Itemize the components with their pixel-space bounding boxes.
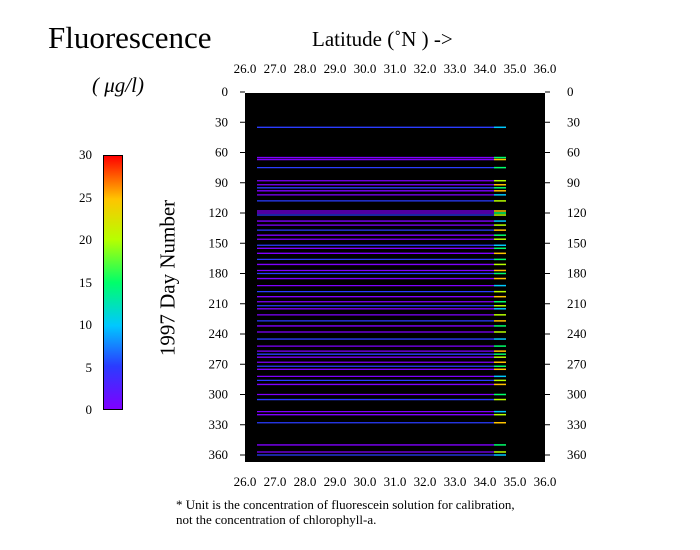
x-tick-label-bottom: 32.0 xyxy=(414,474,437,489)
y-tick-label-right: 0 xyxy=(567,84,574,99)
y-tick-label-right: 270 xyxy=(567,356,587,371)
y-tick-label-left: 90 xyxy=(215,175,228,190)
x-tick-label-bottom: 26.0 xyxy=(234,474,257,489)
x-tick-label-top: 35.0 xyxy=(504,61,527,76)
colorbar-tick-label: 0 xyxy=(85,402,93,417)
x-tick-label-top: 27.0 xyxy=(264,61,287,76)
y-tick-label-right: 150 xyxy=(567,235,587,250)
colorbar-tick-label: 5 xyxy=(85,359,93,375)
y-tick-label-left: 30 xyxy=(215,114,228,129)
y-tick-label-right: 360 xyxy=(567,447,587,462)
x-tick-label-top: 30.0 xyxy=(354,61,377,76)
y-tick-label-right: 90 xyxy=(567,175,580,190)
y-tick-label-left: 150 xyxy=(209,235,229,250)
unit-label: ( μg/l) xyxy=(92,73,144,97)
y-tick-label-left: 330 xyxy=(209,417,229,432)
x-tick-label-bottom: 36.0 xyxy=(534,474,557,489)
chart-title: Fluorescence xyxy=(48,20,212,55)
x-tick-label-top: 36.0 xyxy=(534,61,557,76)
x-tick-label-bottom: 31.0 xyxy=(384,474,407,489)
y-tick-label-left: 0 xyxy=(222,84,229,99)
y-tick-label-left: 120 xyxy=(209,205,229,220)
y-tick-label-left: 360 xyxy=(209,447,229,462)
footnote-line-1: * Unit is the concentration of fluoresce… xyxy=(176,497,515,512)
y-tick-label-left: 60 xyxy=(215,145,228,160)
footnote-line-2: not the concentration of chlorophyll-a. xyxy=(176,512,377,527)
y-tick-label-right: 330 xyxy=(567,417,587,432)
y-tick-label-right: 180 xyxy=(567,266,587,281)
x-tick-label-bottom: 27.0 xyxy=(264,474,287,489)
y-tick-label-left: 240 xyxy=(209,326,229,341)
x-tick-label-top: 33.0 xyxy=(444,61,467,76)
x-tick-label-bottom: 33.0 xyxy=(444,474,467,489)
x-tick-label-top: 29.0 xyxy=(324,61,347,76)
x-tick-label-bottom: 34.0 xyxy=(474,474,497,489)
x-tick-label-top: 32.0 xyxy=(414,61,437,76)
plot-area xyxy=(245,93,545,462)
x-tick-label-top: 34.0 xyxy=(474,61,497,76)
colorbar-tick-label: 15 xyxy=(79,274,92,290)
y-tick-label-left: 300 xyxy=(209,387,229,402)
colorbar xyxy=(103,155,123,410)
y-tick-label-left: 210 xyxy=(209,296,229,311)
y-tick-label-left: 270 xyxy=(209,356,229,371)
colorbar-tick-label: 30 xyxy=(79,147,92,162)
x-tick-label-top: 26.0 xyxy=(234,61,257,76)
y-tick-label-right: 300 xyxy=(567,387,587,402)
x-tick-label-bottom: 28.0 xyxy=(294,474,317,489)
y-tick-label-left: 180 xyxy=(209,266,229,281)
y-tick-label-right: 120 xyxy=(567,205,587,220)
colorbar-tick-label: 25 xyxy=(79,189,92,205)
y-tick-label-right: 60 xyxy=(567,145,580,160)
y-tick-label-right: 210 xyxy=(567,296,587,311)
colorbar-tick-label: 10 xyxy=(79,317,92,332)
x-axis-label: Latitude (˚N ) -> xyxy=(312,27,453,51)
x-tick-label-bottom: 30.0 xyxy=(354,474,377,489)
footnote: * Unit is the concentration of fluoresce… xyxy=(176,497,596,527)
x-tick-label-top: 28.0 xyxy=(294,61,317,76)
x-tick-label-bottom: 35.0 xyxy=(504,474,527,489)
x-tick-label-top: 31.0 xyxy=(384,61,407,76)
y-tick-label-right: 30 xyxy=(567,114,580,129)
colorbar-tick-label: 20 xyxy=(79,232,92,247)
y-tick-label-right: 240 xyxy=(567,326,587,341)
x-tick-label-bottom: 29.0 xyxy=(324,474,347,489)
